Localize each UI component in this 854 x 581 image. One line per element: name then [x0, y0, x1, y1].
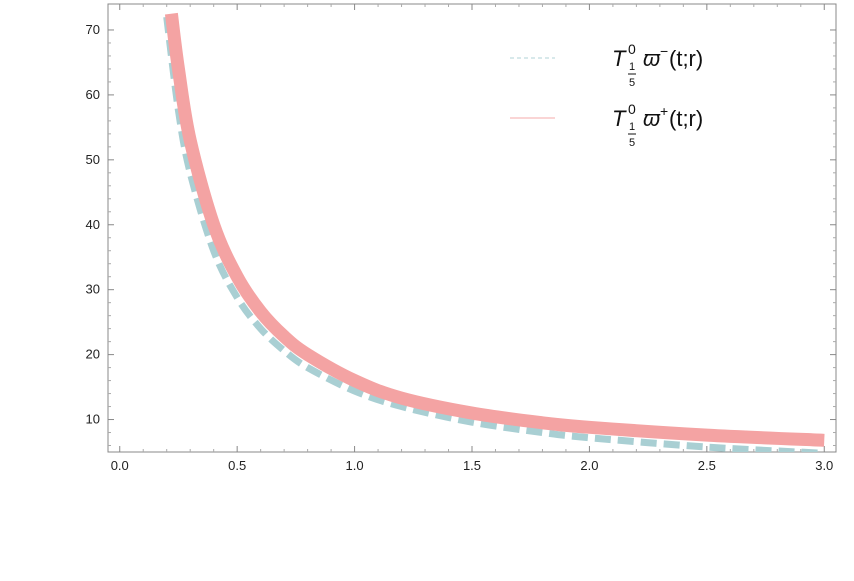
- x-tick-label: 0.5: [228, 458, 246, 473]
- legend-label-args: (t;r): [669, 46, 703, 71]
- y-tick-label: 10: [86, 412, 100, 427]
- y-tick-label: 50: [86, 152, 100, 167]
- legend-label-sub-den: 5: [629, 77, 635, 89]
- y-tick-label: 30: [86, 282, 100, 297]
- legend-label-base: T: [612, 46, 627, 71]
- y-tick-label: 70: [86, 22, 100, 37]
- legend-label-sup: 0: [628, 41, 636, 57]
- series-line-plus: [164, 12, 825, 447]
- legend-label-sub-num: 1: [629, 121, 635, 133]
- series-line-minus: [163, 16, 825, 452]
- legend-label-sub-num: 1: [629, 61, 635, 73]
- x-tick-label: 2.0: [580, 458, 598, 473]
- y-tick-label: 40: [86, 217, 100, 232]
- x-tick-label: 2.5: [698, 458, 716, 473]
- legend-label-symbol-sup: +: [660, 103, 668, 119]
- legend-label-symbol-sup: −: [660, 43, 668, 59]
- x-tick-label: 1.0: [346, 458, 364, 473]
- x-tick-label: 3.0: [815, 458, 833, 473]
- y-tick-label: 20: [86, 347, 100, 362]
- x-tick-label: 0.0: [111, 458, 129, 473]
- legend-label-base: T: [612, 106, 627, 131]
- x-tick-label: 1.5: [463, 458, 481, 473]
- legend-label-symbol: ϖ: [643, 46, 661, 71]
- legend-label-sub-den: 5: [629, 137, 635, 149]
- y-tick-label: 60: [86, 87, 100, 102]
- legend-label-sup: 0: [628, 101, 636, 117]
- legend-label-symbol: ϖ: [643, 106, 661, 131]
- legend-label-args: (t;r): [669, 106, 703, 131]
- series-layer: [163, 12, 825, 452]
